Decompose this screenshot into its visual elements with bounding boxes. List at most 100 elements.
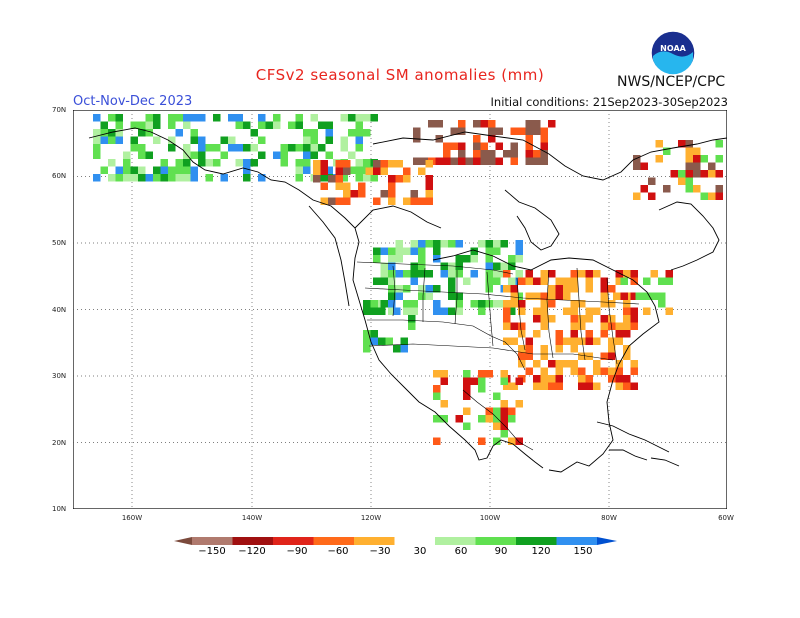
anomaly-cell	[455, 262, 463, 270]
anomaly-cell	[343, 197, 351, 205]
anomaly-cell	[493, 270, 501, 278]
anomaly-cell	[540, 135, 548, 143]
anomaly-cell	[563, 337, 571, 345]
anomaly-cell	[540, 150, 548, 158]
anomaly-cell	[448, 240, 456, 248]
anomaly-cell	[578, 367, 586, 375]
anomaly-cell	[493, 262, 501, 270]
anomaly-cell	[288, 121, 296, 129]
anomaly-cell	[613, 292, 621, 300]
anomaly-cell	[478, 240, 486, 248]
anomaly-cell	[373, 277, 381, 285]
anomaly-cell	[450, 142, 458, 150]
anomaly-cell	[600, 367, 608, 375]
anomaly-cell	[425, 160, 433, 168]
anomaly-cell	[373, 160, 381, 168]
anomaly-cell	[593, 307, 601, 315]
anomaly-cell	[363, 159, 371, 167]
colorbar-segment	[435, 537, 476, 545]
anomaly-cell	[700, 155, 708, 163]
chart-title: CFSv2 seasonal SM anomalies (mm)	[255, 66, 545, 84]
anomaly-cell	[458, 150, 466, 158]
anomaly-cell	[533, 127, 541, 135]
anomaly-cell	[525, 142, 533, 150]
anomaly-cell	[395, 160, 403, 168]
anomaly-cell	[280, 144, 288, 152]
anomaly-cell	[630, 367, 638, 375]
anomaly-cell	[600, 277, 608, 285]
anomaly-cell	[213, 114, 221, 122]
anomaly-cell	[665, 307, 673, 315]
anomaly-cell	[540, 345, 548, 353]
anomaly-cell	[205, 159, 213, 167]
anomaly-cell	[318, 174, 326, 182]
anomaly-cell	[130, 174, 138, 182]
anomaly-cell	[153, 114, 161, 122]
anomaly-cell	[228, 144, 236, 152]
anomaly-cell	[510, 322, 518, 330]
anomaly-cell	[650, 270, 658, 278]
anomaly-cell	[183, 151, 191, 159]
anomaly-cell	[510, 337, 518, 345]
anomaly-cell	[403, 197, 411, 205]
anomaly-cell	[570, 270, 578, 278]
anomaly-cell	[525, 127, 533, 135]
anomaly-cell	[340, 144, 348, 152]
anomaly-cell	[693, 155, 701, 163]
legend-label: 30	[413, 546, 427, 557]
anomaly-cell	[443, 150, 451, 158]
anomaly-cell	[600, 315, 608, 323]
anomaly-cell	[385, 337, 393, 345]
anomaly-cell	[515, 377, 523, 385]
anomaly-cell	[138, 144, 146, 152]
anomaly-cell	[470, 247, 478, 255]
anomaly-cell	[555, 345, 563, 353]
anomaly-cell	[533, 277, 541, 285]
anomaly-cell	[183, 121, 191, 129]
anomaly-cell	[548, 292, 556, 300]
anomaly-cell	[540, 292, 548, 300]
anomaly-cell	[685, 155, 693, 163]
anomaly-cell	[160, 174, 168, 182]
anomaly-cell	[600, 285, 608, 293]
anomaly-cell	[500, 262, 508, 270]
anomaly-cell	[533, 315, 541, 323]
anomaly-cell	[685, 170, 693, 178]
anomaly-cell	[463, 370, 471, 378]
anomaly-cell	[533, 120, 541, 128]
anomaly-cell	[303, 136, 311, 144]
colorbar-segment	[192, 537, 233, 545]
anomaly-cell	[463, 255, 471, 263]
anomaly-cell	[295, 121, 303, 129]
anomaly-cell	[310, 129, 318, 137]
anomaly-cell	[640, 185, 648, 193]
anomaly-cell	[273, 151, 281, 159]
anomaly-cell	[420, 157, 428, 165]
anomaly-cell	[455, 300, 463, 308]
anomaly-cell	[388, 270, 396, 278]
anomaly-cell	[370, 337, 378, 345]
anomaly-cell	[518, 352, 526, 360]
anomaly-cell	[328, 175, 336, 183]
anomaly-cell	[658, 277, 666, 285]
anomaly-cell	[363, 174, 371, 182]
anomaly-cell	[310, 114, 318, 122]
anomaly-cell	[455, 255, 463, 263]
anomaly-cell	[693, 162, 701, 170]
anomaly-cell	[508, 255, 516, 263]
anomaly-cell	[380, 247, 388, 255]
anomaly-cell	[510, 150, 518, 158]
anomaly-cell	[335, 160, 343, 168]
anomaly-cell	[563, 360, 571, 368]
anomaly-cell	[440, 262, 448, 270]
anomaly-cell	[635, 292, 643, 300]
anomaly-cell	[678, 177, 686, 185]
anomaly-cell	[295, 144, 303, 152]
anomaly-cell	[548, 382, 556, 390]
anomaly-cell	[608, 375, 616, 383]
anomaly-cell	[108, 136, 116, 144]
lat-label: 10N	[52, 505, 67, 513]
coastlines	[88, 127, 727, 473]
anomaly-cell	[515, 255, 523, 263]
anomaly-cell	[153, 121, 161, 129]
